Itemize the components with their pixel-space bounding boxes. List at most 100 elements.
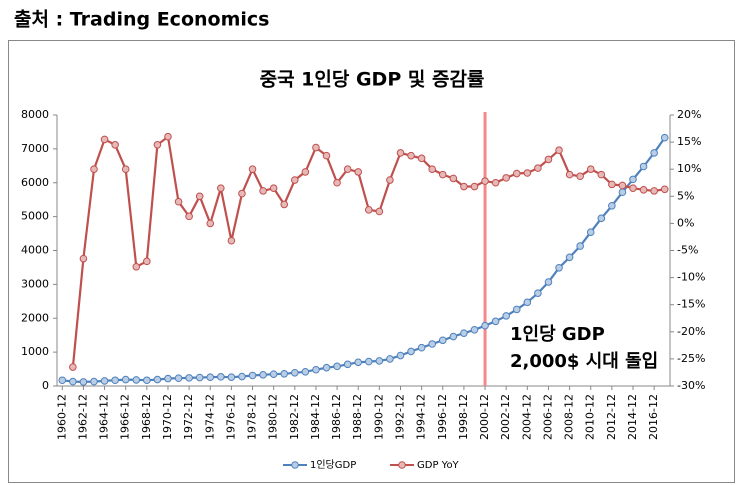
x-tick-label: 1976-12 <box>224 394 237 440</box>
y-tick-label: 0 <box>42 379 49 392</box>
point <box>111 376 119 385</box>
x-tick-label: 1968-12 <box>140 394 153 440</box>
legend-marker <box>398 461 406 469</box>
point <box>90 377 98 386</box>
point <box>143 257 151 266</box>
point <box>185 374 193 382</box>
point <box>69 363 77 371</box>
point <box>322 151 331 160</box>
x-tick-label: 1962-12 <box>76 394 89 440</box>
x-tick-label: 1966-12 <box>119 394 132 440</box>
y2-tick-label: 15% <box>677 135 701 148</box>
point <box>79 378 88 386</box>
point <box>333 178 341 187</box>
point <box>364 357 373 366</box>
point <box>238 189 246 198</box>
point <box>354 358 363 367</box>
point <box>301 367 310 376</box>
point <box>153 375 162 384</box>
x-tick-label: 2016-12 <box>647 394 660 440</box>
point <box>449 174 458 183</box>
point <box>470 325 479 334</box>
point <box>629 184 637 192</box>
x-tick-label: 1984-12 <box>309 394 322 440</box>
y2-tick-label: -15% <box>677 298 705 311</box>
point <box>660 133 669 142</box>
chart-frame <box>8 40 735 483</box>
y-tick-label: 4000 <box>21 244 49 257</box>
point <box>174 197 183 206</box>
point <box>227 236 236 245</box>
point <box>132 262 141 271</box>
point <box>343 360 352 369</box>
point <box>555 146 563 155</box>
point <box>639 162 648 171</box>
y2-tick-label: -30% <box>677 379 705 392</box>
annotation-text: 2,000$ 시대 돌입 <box>510 350 658 372</box>
y-tick-label: 3000 <box>21 277 49 290</box>
point <box>608 201 616 210</box>
chart-title: 중국 1인당 GDP 및 증감률 <box>260 69 485 91</box>
point <box>512 169 521 178</box>
point <box>375 207 384 216</box>
point <box>417 154 426 163</box>
y-tick-label: 7000 <box>21 142 49 155</box>
point <box>565 170 574 179</box>
point <box>354 168 363 176</box>
point <box>460 329 468 337</box>
point <box>438 336 447 345</box>
point <box>111 141 119 149</box>
point <box>544 155 553 164</box>
x-tick-label: 1964-12 <box>98 394 111 440</box>
point <box>523 298 532 307</box>
y2-tick-label: -25% <box>677 352 705 365</box>
point <box>343 165 352 173</box>
point <box>322 363 331 372</box>
point <box>618 181 627 190</box>
point <box>555 263 563 272</box>
x-tick-label: 2010-12 <box>584 394 597 440</box>
point <box>481 321 489 330</box>
x-tick-label: 2004-12 <box>520 394 533 440</box>
y-tick-label: 6000 <box>21 176 49 189</box>
y-tick-label: 2000 <box>21 311 49 324</box>
y-tick-label: 8000 <box>21 108 49 121</box>
point <box>248 371 257 380</box>
point <box>428 165 436 173</box>
legend-marker <box>291 461 299 469</box>
x-tick-label: 2008-12 <box>563 394 576 440</box>
point <box>280 370 289 378</box>
point <box>576 242 584 250</box>
x-tick-label: 2006-12 <box>541 394 554 440</box>
point <box>565 253 574 262</box>
point <box>650 149 658 157</box>
point <box>79 254 88 263</box>
point <box>407 347 415 356</box>
point <box>586 165 595 173</box>
y2-tick-label: -20% <box>677 325 705 338</box>
point <box>248 165 257 173</box>
point <box>428 340 436 348</box>
y2-tick-label: 5% <box>677 189 694 202</box>
y2-tick-label: -5% <box>677 244 698 257</box>
point <box>269 184 278 192</box>
point <box>660 185 669 194</box>
y2-tick-label: 10% <box>677 162 701 175</box>
x-tick-label: 1994-12 <box>415 394 428 440</box>
point <box>121 375 130 384</box>
point <box>301 168 310 176</box>
x-tick-label: 1996-12 <box>436 394 449 440</box>
point <box>259 187 267 195</box>
point <box>502 174 510 182</box>
point <box>534 289 542 297</box>
x-tick-label: 1978-12 <box>246 394 259 440</box>
x-tick-label: 1982-12 <box>288 394 301 440</box>
point <box>195 192 204 201</box>
point <box>386 355 394 363</box>
point <box>333 362 341 371</box>
y-tick-label: 1000 <box>21 345 49 358</box>
point <box>396 351 405 360</box>
point <box>143 376 151 385</box>
source: 출처 : Trading Economics <box>14 9 269 31</box>
